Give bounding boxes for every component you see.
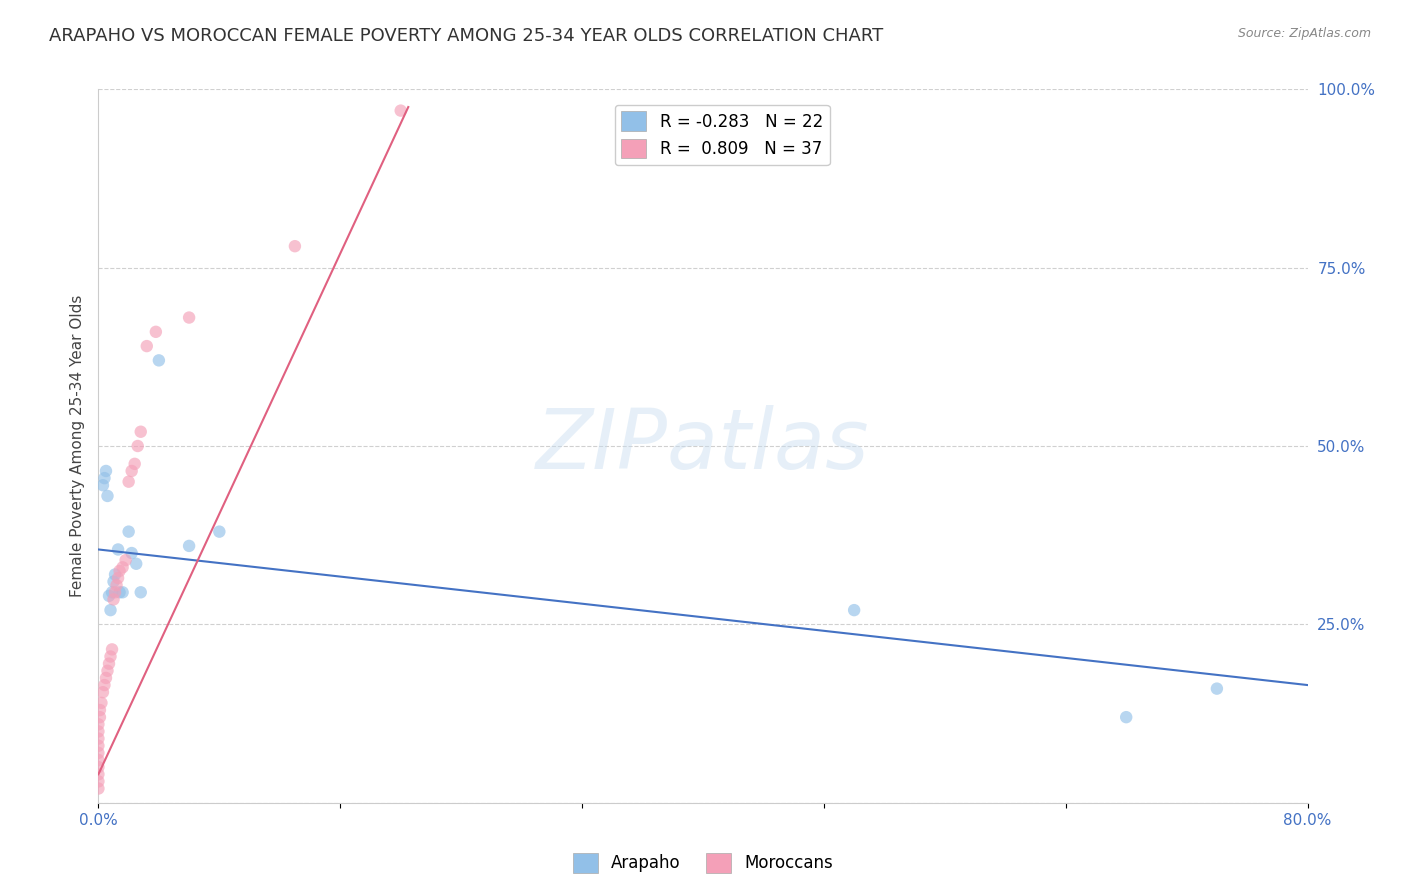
- Point: [91, 478, 114, 492]
- Point: [87, 781, 110, 796]
- Point: [108, 585, 131, 599]
- Point: [93, 471, 115, 485]
- Point: [148, 353, 170, 368]
- Point: [389, 103, 412, 118]
- Point: [1115, 710, 1137, 724]
- Point: [87, 739, 110, 753]
- Point: [208, 524, 231, 539]
- Point: [87, 774, 110, 789]
- Legend: R = -0.283   N = 22, R =  0.809   N = 37: R = -0.283 N = 22, R = 0.809 N = 37: [614, 104, 830, 165]
- Legend: Arapaho, Moroccans: Arapaho, Moroccans: [567, 847, 839, 880]
- Point: [87, 724, 110, 739]
- Point: [124, 457, 146, 471]
- Point: [108, 564, 131, 578]
- Point: [107, 542, 129, 557]
- Point: [121, 546, 143, 560]
- Point: [844, 603, 866, 617]
- Point: [103, 574, 125, 589]
- Point: [89, 710, 111, 724]
- Point: [101, 642, 124, 657]
- Point: [87, 760, 110, 774]
- Point: [179, 539, 201, 553]
- Point: [87, 717, 110, 731]
- Point: [98, 589, 121, 603]
- Point: [118, 475, 141, 489]
- Text: ZIPatlas: ZIPatlas: [536, 406, 870, 486]
- Point: [87, 746, 110, 760]
- Point: [104, 585, 127, 599]
- Point: [100, 603, 122, 617]
- Point: [101, 585, 124, 599]
- Point: [129, 425, 152, 439]
- Point: [87, 731, 110, 746]
- Point: [125, 557, 148, 571]
- Point: [98, 657, 121, 671]
- Text: ARAPAHO VS MOROCCAN FEMALE POVERTY AMONG 25-34 YEAR OLDS CORRELATION CHART: ARAPAHO VS MOROCCAN FEMALE POVERTY AMONG…: [49, 27, 883, 45]
- Y-axis label: Female Poverty Among 25-34 Year Olds: Female Poverty Among 25-34 Year Olds: [69, 295, 84, 597]
- Point: [135, 339, 157, 353]
- Point: [94, 671, 117, 685]
- Point: [96, 664, 118, 678]
- Point: [111, 585, 134, 599]
- Point: [103, 592, 125, 607]
- Point: [127, 439, 149, 453]
- Point: [104, 567, 127, 582]
- Point: [87, 767, 110, 781]
- Point: [145, 325, 167, 339]
- Point: [100, 649, 122, 664]
- Point: [118, 524, 141, 539]
- Text: Source: ZipAtlas.com: Source: ZipAtlas.com: [1237, 27, 1371, 40]
- Point: [114, 553, 136, 567]
- Point: [96, 489, 118, 503]
- Point: [94, 464, 117, 478]
- Point: [1206, 681, 1229, 696]
- Point: [107, 571, 129, 585]
- Point: [89, 703, 111, 717]
- Point: [90, 696, 112, 710]
- Point: [91, 685, 114, 699]
- Point: [105, 578, 128, 592]
- Point: [87, 753, 110, 767]
- Point: [284, 239, 307, 253]
- Point: [129, 585, 152, 599]
- Point: [93, 678, 115, 692]
- Point: [179, 310, 201, 325]
- Point: [121, 464, 143, 478]
- Point: [111, 560, 134, 574]
